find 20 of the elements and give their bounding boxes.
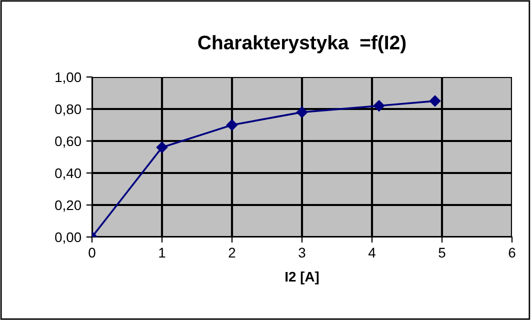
y-tick-label: 0,80 [55, 104, 82, 116]
y-tick-label: 0,40 [55, 168, 82, 180]
x-axis-title: I2 [A] [286, 271, 319, 284]
point [226, 119, 238, 131]
x-tick-label: 2 [228, 248, 236, 258]
y-tick-label: 1,00 [56, 72, 82, 84]
x-tick-label: 4 [368, 248, 376, 258]
chart-title: Charakterystyka =f(I2) [198, 35, 406, 54]
x-tick-label: 5 [438, 248, 446, 258]
x-tick-label: 0 [88, 248, 96, 258]
point [296, 106, 308, 118]
y-tick-label: 0,00 [55, 232, 82, 244]
point [156, 142, 168, 154]
x-tick-label: 1 [159, 248, 166, 258]
point [373, 100, 385, 112]
y-tick-label: 0,60 [55, 136, 82, 148]
point [429, 95, 441, 107]
x-tick-label: 6 [508, 248, 516, 258]
y-tick-label: 0,20 [55, 200, 82, 212]
x-tick-label: 3 [298, 248, 306, 258]
